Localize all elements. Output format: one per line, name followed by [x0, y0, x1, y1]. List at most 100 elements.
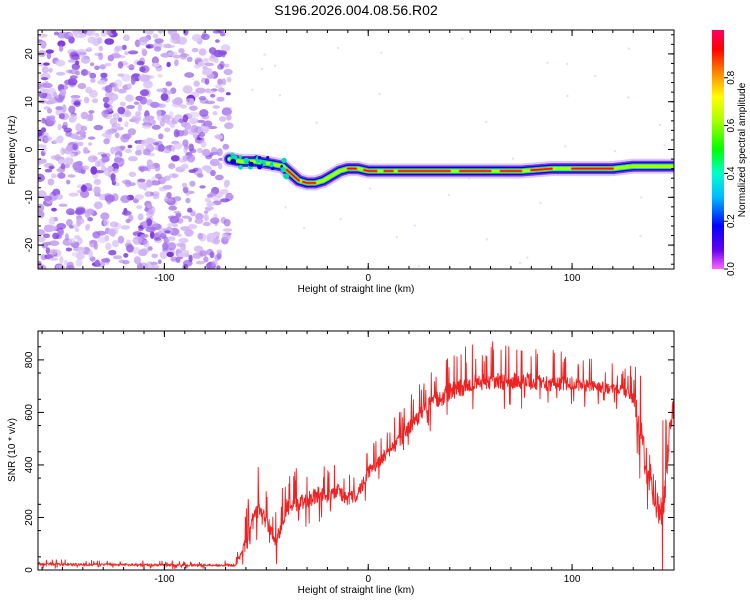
noise-blob [138, 39, 148, 46]
noise-blob [210, 93, 216, 98]
noise-blob [124, 148, 132, 154]
noise-blob [142, 30, 147, 34]
noise-blob [49, 257, 59, 261]
noise-blob [75, 258, 83, 267]
noise-blob [216, 265, 221, 269]
noise-speckle [658, 123, 662, 127]
noise-blob [174, 59, 179, 67]
noise-blob [38, 33, 48, 38]
noise-blob [144, 190, 151, 198]
ridge-blob [238, 165, 243, 170]
noise-blob [132, 236, 143, 245]
noise-blob [119, 101, 126, 107]
noise-blob [187, 154, 196, 163]
ridge-blob [269, 163, 274, 168]
ridge-blob [230, 158, 237, 165]
noise-blob [199, 109, 209, 117]
noise-blob [122, 133, 132, 140]
noise-blob [143, 80, 153, 89]
ridge-blob [238, 155, 242, 159]
noise-blob [93, 178, 102, 185]
noise-blob [76, 141, 84, 147]
noise-blob [93, 37, 99, 46]
noise-blob [68, 192, 79, 197]
noise-blob [168, 173, 179, 179]
noise-blob [177, 252, 188, 258]
noise-blob [93, 124, 104, 131]
noise-blob [214, 134, 224, 139]
noise-blob [111, 30, 117, 35]
y-tick-label: 800 [24, 351, 35, 368]
noise-blob [197, 232, 204, 240]
noise-blob [70, 56, 81, 61]
noise-blob [70, 95, 81, 99]
noise-blob [69, 75, 78, 80]
noise-blob [80, 69, 89, 76]
noise-blob [101, 155, 110, 163]
noise-blob [124, 110, 132, 118]
noise-blob [150, 101, 160, 108]
noise-speckle [284, 206, 287, 209]
noise-blob [72, 143, 79, 151]
noise-blob [127, 144, 133, 149]
noise-blob [168, 163, 176, 170]
noise-blob [94, 259, 100, 266]
noise-blob [212, 105, 220, 109]
noise-blob [188, 169, 196, 174]
noise-blob [38, 190, 47, 198]
noise-blob [135, 111, 142, 117]
noise-blob [178, 118, 185, 123]
noise-blob [200, 140, 207, 148]
noise-blob [168, 205, 177, 211]
noise-speckle [260, 67, 263, 71]
ridge-blob [281, 157, 287, 163]
noise-speckle [564, 145, 567, 148]
noise-blob [138, 183, 149, 190]
noise-speckle [546, 61, 549, 64]
noise-blob [76, 217, 85, 225]
ridge-blob [230, 156, 233, 159]
noise-blob [40, 82, 48, 88]
noise-blob [99, 64, 106, 70]
noise-blob [88, 211, 95, 215]
noise-blob [57, 227, 64, 236]
noise-blob [114, 132, 120, 139]
noise-blob [157, 144, 165, 152]
noise-blob [41, 88, 50, 94]
noise-blob [41, 66, 49, 74]
noise-blob [222, 143, 230, 150]
noise-blob [182, 85, 193, 94]
noise-blob [55, 106, 64, 111]
noise-blob [142, 220, 148, 229]
noise-blob [40, 77, 49, 81]
figure-title: S196.2026.004.08.56.R02 [274, 2, 438, 18]
noise-blob [203, 213, 209, 222]
noise-blob [173, 129, 180, 138]
noise-blob [38, 203, 45, 212]
colorbar-tick-label: 0.6 [726, 118, 737, 132]
noise-blob [127, 128, 137, 136]
noise-blob [86, 47, 93, 51]
noise-blob [128, 182, 136, 187]
noise-blob [207, 263, 213, 269]
noise-blob [149, 230, 155, 239]
noise-blob [138, 166, 149, 172]
noise-speckle [461, 37, 464, 40]
noise-blob [127, 156, 138, 162]
noise-blob [115, 45, 123, 51]
colorbar: 0.0 0.2 0.4 0.6 0.8 Normalized spectral ampl… [712, 30, 748, 276]
noise-blob [197, 147, 203, 154]
noise-blob [110, 173, 116, 182]
noise-blob [111, 240, 120, 248]
noise-blob [223, 218, 231, 227]
colorbar-tick-label: 0.4 [726, 166, 737, 180]
x-tick-label: 100 [564, 273, 581, 284]
noise-blob [189, 98, 195, 105]
noise-speckle [368, 187, 372, 190]
ridge-blob [283, 173, 289, 180]
x-tick-label: -100 [154, 574, 174, 585]
noise-blob [100, 30, 108, 37]
noise-blob [221, 233, 227, 238]
noise-blob [53, 31, 59, 36]
